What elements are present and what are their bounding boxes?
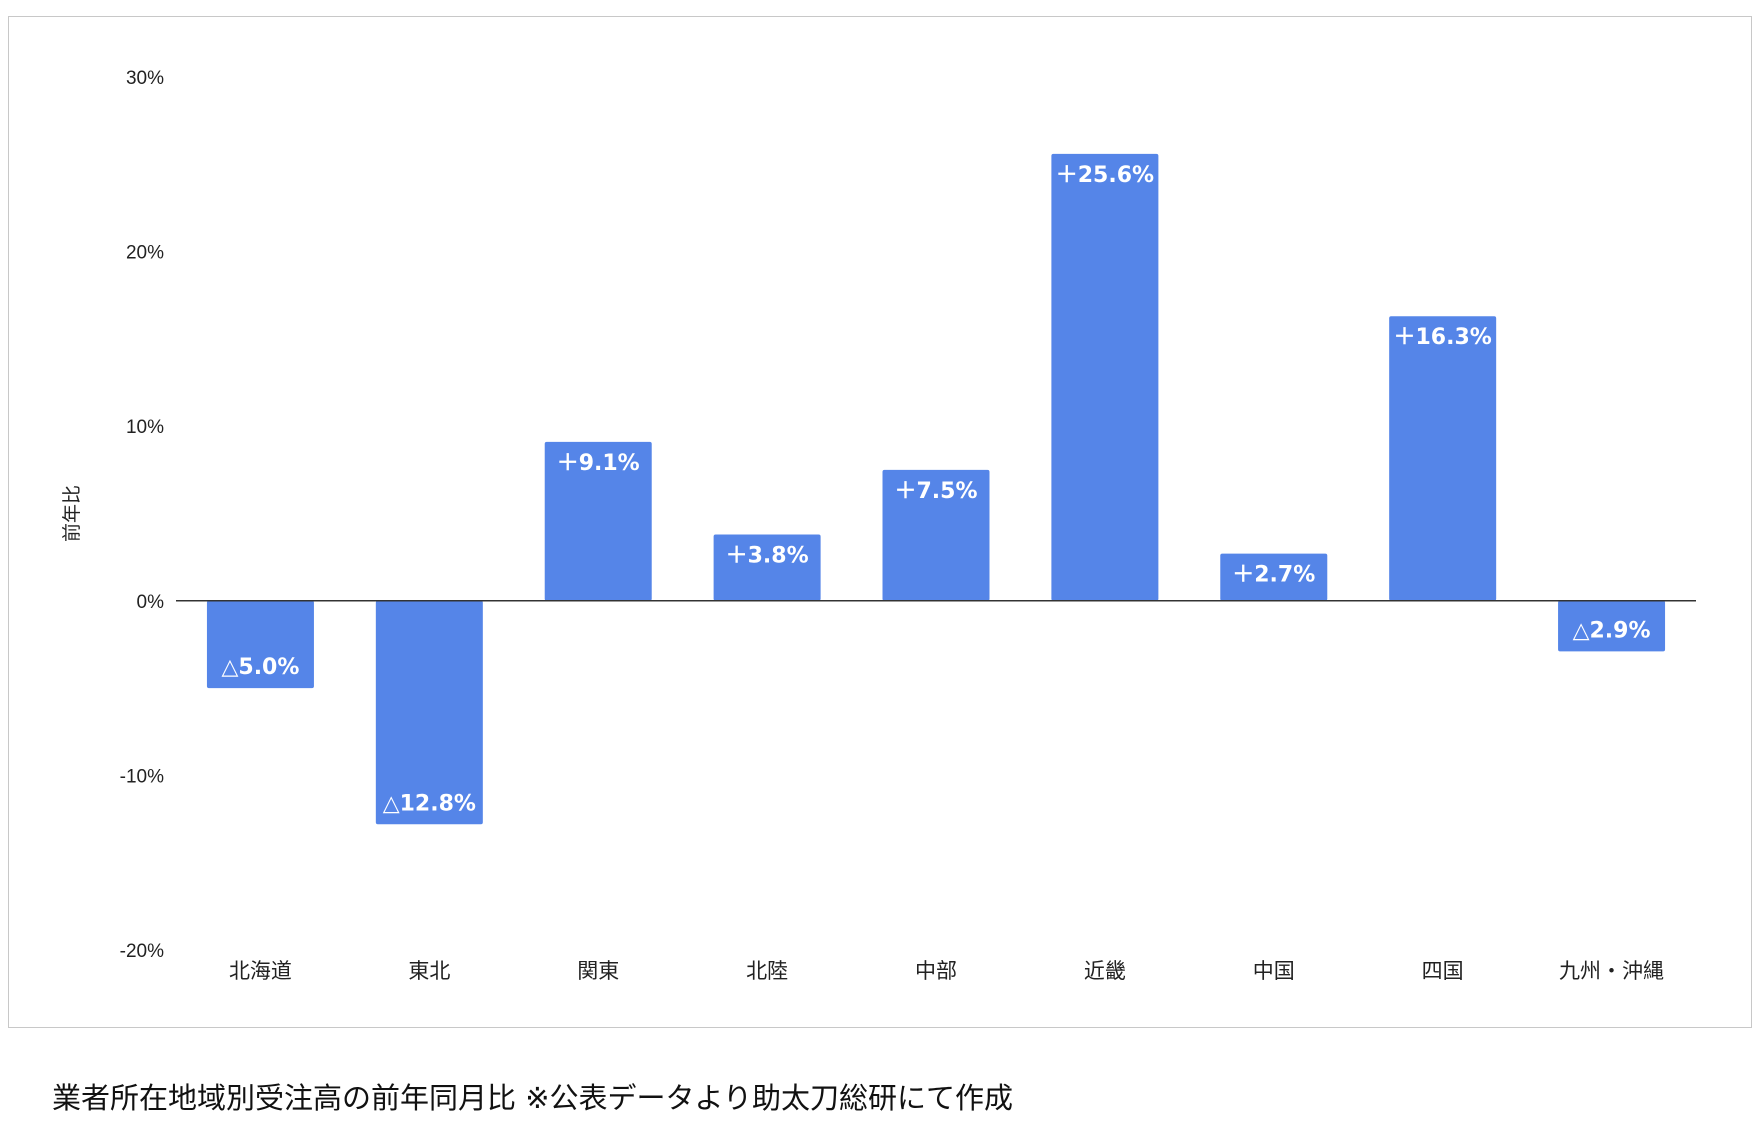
category-label: 四国	[1422, 959, 1464, 983]
bar-中部	[882, 469, 990, 601]
bar-近畿	[1051, 153, 1159, 601]
y-tick-label: 0%	[137, 592, 165, 613]
data-label: ＋3.8%	[726, 543, 809, 568]
chart-caption: 業者所在地域別受注高の前年同月比 ※公表データより助太刀総研にて作成	[52, 1081, 1013, 1115]
category-label: 東北	[408, 959, 450, 983]
bar-九州・沖縄	[1558, 600, 1666, 652]
category-label: 北海道	[229, 959, 292, 983]
y-tick-label: 20%	[126, 243, 164, 264]
data-label: ＋25.6%	[1056, 163, 1154, 188]
data-label: ＋9.1%	[557, 451, 640, 476]
data-label: ＋2.7%	[1232, 563, 1315, 588]
data-label: △5.0%	[221, 655, 299, 680]
bar-chart: 30% 20% 10% 0% -10% -20% 前年比 △5.0% △12.8% ＋9.1% ＋3…	[61, 68, 1696, 983]
data-label: ＋16.3%	[1394, 325, 1492, 350]
bar-四国	[1389, 316, 1497, 601]
data-label: ＋7.5%	[894, 479, 977, 504]
y-axis-label: 前年比	[61, 485, 83, 542]
category-label: 中部	[915, 959, 957, 983]
data-label: △2.9%	[1573, 618, 1651, 643]
bar-北海道	[206, 600, 314, 689]
data-label: △12.8%	[383, 791, 476, 816]
category-label: 北陸	[746, 959, 788, 983]
y-tick-label: -20%	[120, 941, 164, 962]
bar-中国	[1220, 553, 1328, 601]
category-label: 近畿	[1084, 959, 1126, 983]
bar-東北	[375, 600, 483, 825]
y-tick-label: 10%	[126, 417, 164, 438]
y-tick-label: 30%	[126, 68, 164, 89]
category-label: 関東	[577, 959, 619, 983]
category-label: 中国	[1253, 959, 1295, 983]
category-label: 九州・沖縄	[1559, 959, 1664, 983]
y-tick-label: -10%	[120, 766, 164, 787]
bar-関東	[544, 441, 652, 601]
bar-北陸	[713, 534, 821, 601]
